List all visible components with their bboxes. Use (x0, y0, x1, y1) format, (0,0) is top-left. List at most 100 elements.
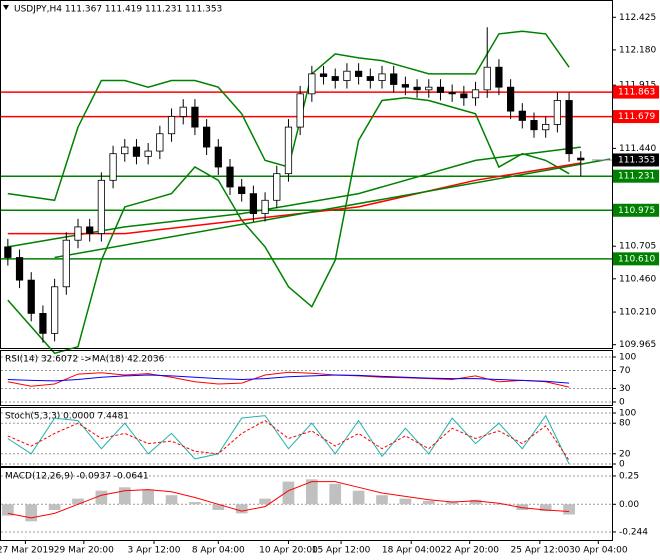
candle-body (74, 226, 82, 241)
candle-body (390, 73, 398, 85)
candle-body (214, 146, 222, 168)
x-tick-label: 29 Mar 20:00 (54, 546, 114, 556)
y-tick-label: 20 (619, 449, 631, 459)
indicator-line (7, 97, 570, 355)
candle-body (261, 199, 269, 214)
level-tag (613, 169, 659, 183)
candle-body (226, 166, 234, 188)
y-tick-label: 112.425 (619, 13, 656, 23)
y-tick-label: -0.244 (619, 527, 648, 537)
candle-body (39, 312, 47, 334)
candle-body (132, 146, 141, 157)
candle-body (343, 70, 351, 81)
y-tick-label: 0 (619, 460, 625, 470)
level-tag-label: 111.679 (618, 112, 655, 122)
y-tick-label: 110.210 (619, 308, 656, 318)
candle-body (167, 116, 176, 135)
candle-body (366, 76, 374, 81)
y-tick-label: 0 (619, 398, 625, 408)
y-tick-label: 80 (619, 419, 631, 429)
candle-body (471, 89, 480, 99)
candle-body (202, 126, 211, 148)
y-tick-label: 70 (619, 366, 631, 376)
candle-body (436, 86, 445, 93)
current-price-label: 111.353 (618, 155, 655, 165)
candle-body (577, 157, 585, 161)
histogram-bar (376, 495, 388, 505)
x-tick-label: 22 Apr 20:00 (440, 546, 499, 556)
indicator-line (7, 146, 581, 248)
candle-body (179, 106, 187, 117)
level-tag-label: 110.610 (618, 254, 655, 264)
candle-body (51, 286, 59, 334)
candle-body (495, 66, 503, 88)
candle-body (97, 179, 105, 234)
y-tick-label: 110.705 (619, 242, 656, 252)
candle-body (448, 92, 456, 95)
panel-title: MACD(12,26,9) -0.0937 -0.0641 (5, 472, 149, 482)
histogram-bar (493, 504, 505, 505)
level-tag (613, 110, 659, 124)
histogram-bar (329, 483, 342, 505)
level-tag (613, 85, 659, 99)
histogram-bar (95, 490, 108, 505)
candle-body (15, 257, 24, 281)
x-tick-label: 15 Apr 12:00 (312, 546, 371, 556)
candle-body (238, 186, 246, 195)
histogram-bar (539, 504, 552, 512)
candle-body (425, 86, 433, 91)
indicator-line (54, 158, 611, 259)
panel-title: Stoch(5,3,3) 0.0000 7.4481 (5, 412, 129, 422)
candle-body (401, 84, 409, 88)
current-price-tag (613, 153, 659, 167)
histogram-bar (516, 504, 529, 510)
oscillator-line (7, 374, 570, 384)
histogram-bar (212, 504, 225, 510)
y-tick-label: 112.180 (619, 45, 656, 55)
candle-body (413, 86, 421, 91)
y-tick-label: 30 (619, 384, 631, 394)
panel-title: USDJPY,H4 111.367 111.419 111.231 111.35… (14, 5, 222, 15)
candle-body (284, 126, 293, 175)
level-tag (613, 203, 659, 217)
y-tick-label: 0.25 (619, 471, 639, 481)
candle-body (553, 100, 562, 125)
y-tick-label: 100 (619, 353, 636, 363)
candle-body (4, 246, 12, 258)
candle-body (249, 193, 258, 214)
oscillator-line (7, 420, 570, 461)
level-tag-label: 111.863 (618, 88, 655, 98)
x-tick-label: 25 Apr 12:00 (511, 546, 570, 556)
title-arrow (3, 5, 9, 10)
candle-body (331, 76, 339, 81)
y-tick-label: 0.00 (619, 500, 639, 510)
histogram-bar (118, 487, 131, 505)
histogram-bar (422, 500, 435, 505)
panel-title: RSI(14) 32.6072 ->MA(18) 42.2036 (5, 355, 165, 365)
candle-body (354, 70, 363, 77)
histogram-bar (72, 498, 84, 505)
histogram-bar (446, 502, 458, 505)
candle-body (308, 73, 316, 95)
candle-body (86, 226, 94, 234)
candle-body (483, 66, 491, 91)
oscillator-line (7, 414, 570, 465)
x-tick-label: 3 Apr 12:00 (128, 546, 181, 556)
panel-frame (0, 0, 613, 349)
histogram-bar (563, 504, 575, 515)
oscillator-line (7, 371, 570, 388)
level-tag-label: 111.231 (618, 172, 655, 182)
candle-body (319, 73, 328, 77)
candle-body (296, 93, 304, 128)
x-tick-label: 18 Apr 04:00 (382, 546, 441, 556)
histogram-bar (48, 504, 61, 510)
candle-body (109, 153, 117, 181)
candle-body (156, 133, 164, 152)
histogram-bar (352, 490, 365, 505)
histogram-bar (2, 504, 14, 516)
candle-body (121, 146, 129, 155)
y-tick-label: 111.440 (619, 144, 656, 154)
y-tick-label: 110.460 (619, 274, 656, 284)
level-tag-label: 110.975 (618, 206, 655, 216)
